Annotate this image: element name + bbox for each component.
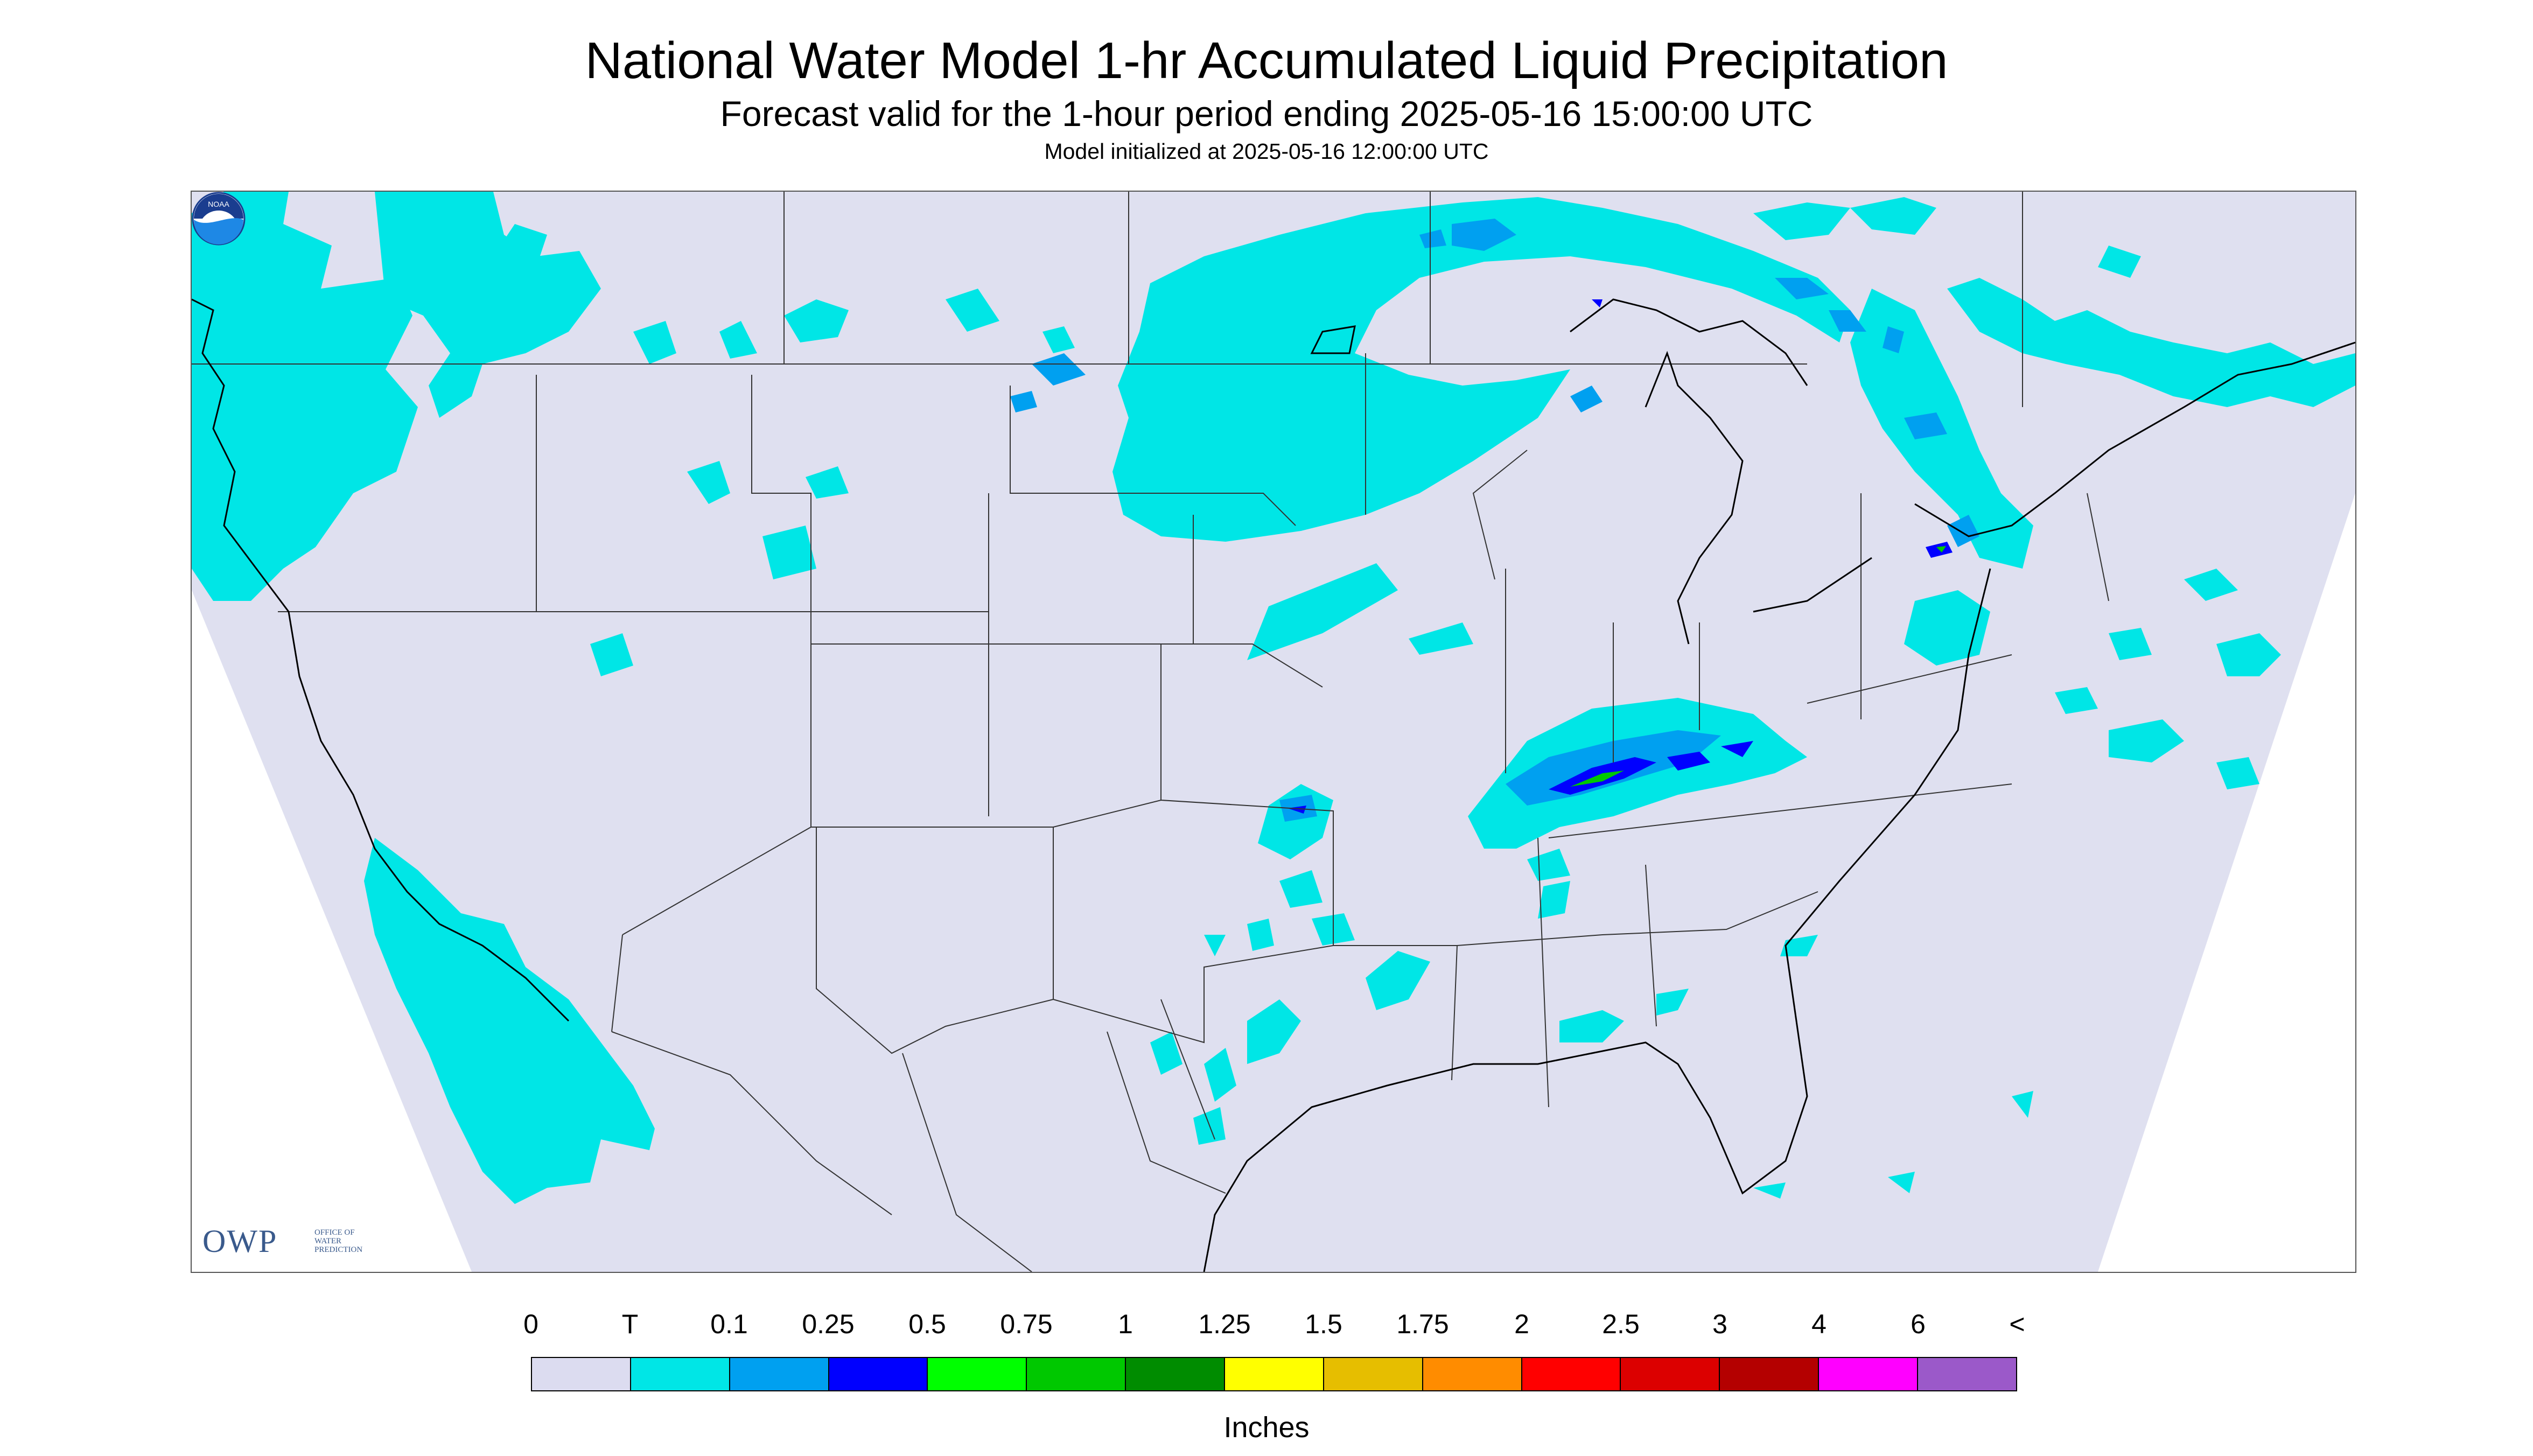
owp-sub-line-3: PREDICTION [314,1245,363,1254]
legend-label: 1.5 [1305,1309,1342,1339]
legend-swatch-0 [532,1358,631,1390]
legend-swatch-9 [1423,1358,1522,1390]
legend-swatch-10 [1522,1358,1621,1390]
model-init-time: Model initialized at 2025-05-16 12:00:00… [1044,139,1489,164]
map-canvas [192,192,2355,1272]
legend-swatch-1 [631,1358,730,1390]
owp-sub-line-2: WATER [314,1237,341,1245]
owp-logo-text: OWP [202,1223,278,1259]
owp-logo: OWP OFFICE OF WATER PREDICTION [202,1223,362,1260]
legend-swatch-7 [1225,1358,1324,1390]
legend-label: < [2009,1309,2025,1339]
legend-label: 0.1 [710,1309,748,1339]
legend-label: 0.5 [908,1309,946,1339]
legend-label: 4 [1811,1309,1827,1339]
owp-logo-subtitle: OFFICE OF WATER PREDICTION [314,1228,401,1254]
legend-label: 0.75 [1000,1309,1053,1339]
legend-label: 2.5 [1602,1309,1640,1339]
coastlines [192,298,2355,1272]
map-subtitle: Forecast valid for the 1-hour period end… [720,94,1813,134]
legend-label: 1 [1118,1309,1133,1339]
legend-swatch-8 [1324,1358,1423,1390]
legend-swatch-5 [1027,1358,1126,1390]
political-boundaries [192,192,2109,1272]
legend-label: 6 [1911,1309,1926,1339]
legend-label: 1.25 [1198,1309,1251,1339]
legend-label: 3 [1712,1309,1727,1339]
legend-swatch-4 [928,1358,1027,1390]
legend-label: 0 [523,1309,538,1339]
noaa-logo-icon: NOAA [192,192,246,246]
legend-swatch-14 [1918,1358,2016,1390]
precip-green-areas [1570,546,1946,787]
legend-swatch-3 [829,1358,928,1390]
outside-domain-west [192,590,472,1272]
noaa-logo-label: NOAA [208,200,229,208]
outside-domain-east [2098,493,2355,1272]
legend-label: 0.25 [802,1309,855,1339]
legend-color-bar [531,1357,2017,1391]
legend-labels: 0 T 0.1 0.25 0.5 0.75 1 1.25 1.5 1.75 2 2.5 3 4 6 < [523,1308,2025,1346]
owp-sub-line-1: OFFICE OF [314,1228,355,1237]
legend-swatch-12 [1720,1358,1820,1390]
precipitation-map: OWP OFFICE OF WATER PREDICTION NOAA [191,191,2356,1273]
legend-swatch-6 [1126,1358,1226,1390]
legend-label: 1.75 [1396,1309,1449,1339]
legend-label: T [621,1309,639,1339]
legend-swatch-13 [1819,1358,1919,1390]
precip-trace-areas [192,192,2355,1204]
legend-swatch-11 [1621,1358,1720,1390]
legend-swatch-2 [730,1358,829,1390]
map-title: National Water Model 1-hr Accumulated Li… [585,32,1948,89]
legend-label: 2 [1514,1309,1529,1339]
legend-units: Inches [1223,1411,1310,1444]
